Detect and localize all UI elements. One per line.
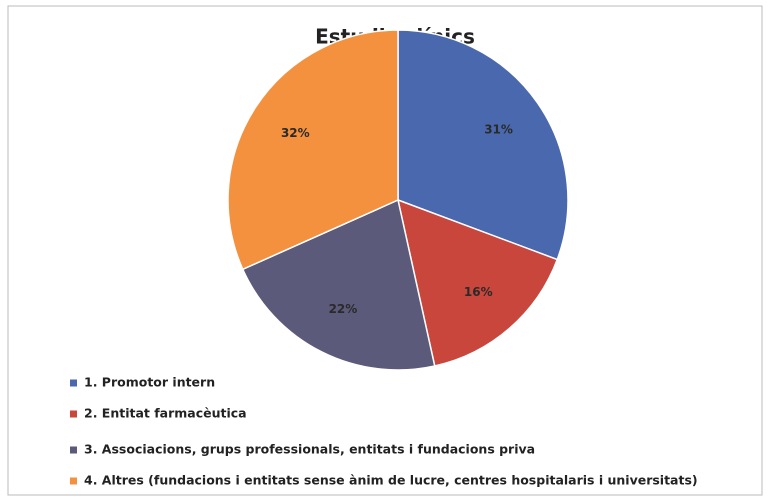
legend-swatch: [70, 379, 77, 387]
data-label: 32%: [281, 126, 310, 140]
pie-slice: [397, 29, 569, 261]
legend-label: 4. Altres (fundacions i entitats sense à…: [84, 473, 698, 488]
legend-label: 1. Promotor intern: [84, 375, 215, 390]
legend-swatch: [70, 477, 77, 485]
pie-slice: [241, 198, 436, 371]
data-label: 22%: [329, 302, 358, 316]
legend-swatch: [70, 410, 77, 418]
data-label: 16%: [464, 285, 493, 299]
pie-slice: [227, 29, 399, 271]
legend-label: 2. Entitat farmacèutica: [84, 406, 247, 421]
legend-label: 3. Associacions, grups professionals, en…: [84, 442, 535, 457]
pie-slice: [396, 198, 559, 367]
legend-swatch: [70, 446, 77, 454]
data-label: 31%: [484, 123, 513, 137]
